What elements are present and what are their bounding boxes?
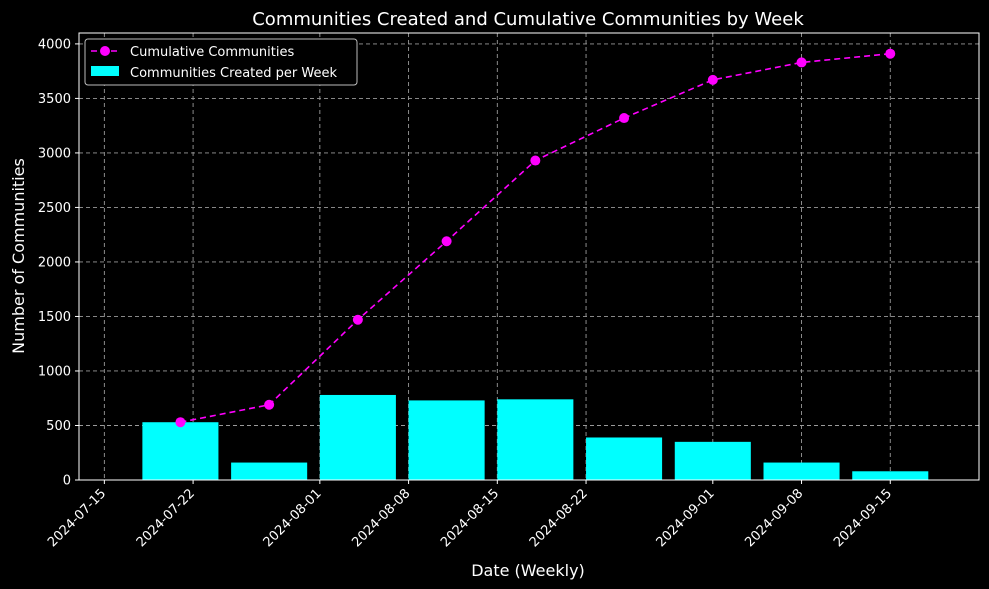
legend-bar-swatch [91, 66, 119, 76]
x-tick-label: 2024-09-15 [831, 486, 895, 550]
x-axis: 2024-07-15 2024-07-22 2024-08-01 2024-08-08… [45, 480, 895, 550]
bar [586, 437, 663, 480]
legend-label: Communities Created per Week [130, 66, 337, 81]
y-axis-title: Number of Communities [9, 158, 28, 354]
x-tick-label: 2024-08-22 [527, 486, 591, 550]
x-tick-label: 2024-09-08 [742, 486, 806, 550]
line-point [885, 48, 896, 59]
line-point [264, 399, 275, 410]
line-point [530, 155, 541, 166]
legend-marker [100, 46, 110, 56]
x-tick-label: 2024-08-08 [349, 486, 413, 550]
bar [763, 462, 840, 480]
plot-frame [78, 32, 980, 481]
x-tick-label: 2024-09-01 [654, 486, 718, 550]
line-point [352, 314, 363, 325]
bar [852, 471, 929, 480]
x-tick-label: 2024-07-15 [45, 486, 109, 550]
bar [319, 394, 396, 480]
bar [497, 399, 574, 480]
bar [231, 462, 308, 480]
legend: Cumulative Communities Communities Create… [84, 38, 358, 86]
legend-box [84, 38, 358, 86]
line-series [175, 48, 896, 428]
y-tick-label: 4000 [38, 37, 71, 52]
y-tick-label: 3500 [38, 92, 71, 107]
y-tick-label: 1000 [38, 364, 71, 379]
y-tick-label: 0 [63, 474, 71, 489]
line-point [707, 74, 718, 85]
bar [408, 400, 485, 480]
legend-label: Cumulative Communities [130, 45, 294, 60]
y-tick-label: 1500 [38, 310, 71, 325]
x-tick-label: 2024-07-22 [134, 486, 198, 550]
x-tick-label: 2024-08-01 [261, 486, 325, 550]
bar-series [142, 394, 929, 480]
x-tick-label: 2024-08-15 [438, 486, 502, 550]
y-tick-label: 500 [46, 419, 71, 434]
y-tick-label: 2000 [38, 255, 71, 270]
line-point [619, 113, 630, 124]
plot-border [78, 32, 980, 481]
line-point [796, 57, 807, 68]
chart-title: Communities Created and Cumulative Commu… [252, 9, 804, 30]
cumulative-line [180, 52, 891, 424]
y-tick-label: 2500 [38, 201, 71, 216]
y-axis: 0 500 1000 1500 2000 2500 3000 3500 4000 [38, 37, 79, 489]
y-tick-label: 3000 [38, 146, 71, 161]
line-point [441, 236, 452, 247]
x-axis-title: Date (Weekly) [471, 561, 585, 580]
bar [674, 441, 751, 480]
bar [142, 422, 219, 480]
line-point [175, 417, 186, 428]
